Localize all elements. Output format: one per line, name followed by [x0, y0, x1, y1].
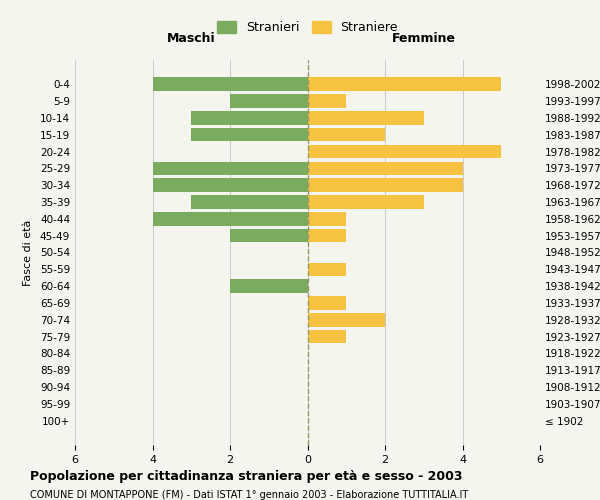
Bar: [152, 162, 308, 175]
Legend: Stranieri, Straniere: Stranieri, Straniere: [212, 16, 403, 39]
Text: Popolazione per cittadinanza straniera per età e sesso - 2003: Popolazione per cittadinanza straniera p…: [30, 470, 463, 483]
Text: Femmine: Femmine: [392, 32, 456, 44]
Y-axis label: Fasce di età: Fasce di età: [23, 220, 33, 286]
Bar: [308, 262, 346, 276]
Bar: [308, 229, 346, 242]
Bar: [308, 94, 346, 108]
Text: COMUNE DI MONTAPPONE (FM) - Dati ISTAT 1° gennaio 2003 - Elaborazione TUTTITALIA: COMUNE DI MONTAPPONE (FM) - Dati ISTAT 1…: [30, 490, 468, 500]
Bar: [191, 128, 308, 141]
Bar: [152, 78, 308, 91]
Bar: [308, 196, 424, 209]
Bar: [308, 330, 346, 344]
Bar: [152, 212, 308, 226]
Bar: [152, 178, 308, 192]
Bar: [308, 313, 385, 326]
Bar: [191, 111, 308, 124]
Bar: [191, 196, 308, 209]
Bar: [308, 128, 385, 141]
Bar: [230, 94, 308, 108]
Bar: [308, 296, 346, 310]
Bar: [308, 145, 501, 158]
Bar: [230, 280, 308, 293]
Bar: [230, 229, 308, 242]
Bar: [308, 212, 346, 226]
Text: Maschi: Maschi: [167, 32, 215, 44]
Bar: [308, 78, 501, 91]
Bar: [308, 162, 463, 175]
Bar: [308, 178, 463, 192]
Bar: [308, 111, 424, 124]
